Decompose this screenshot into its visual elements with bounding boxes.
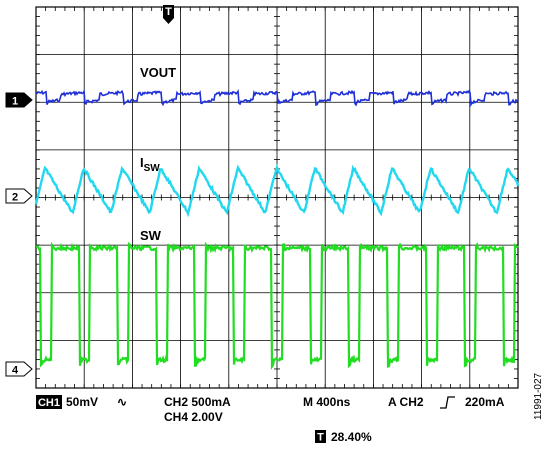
trigger-marker-letter: T	[165, 6, 172, 18]
ch2-scale: CH2 500mA	[164, 395, 231, 409]
trigger-source: A CH2	[388, 395, 424, 409]
series-label-isw: ISW	[140, 155, 160, 174]
trigger-position: 28.40%	[331, 430, 372, 444]
trigger-marker: T	[163, 5, 174, 24]
trace-isw	[34, 163, 520, 218]
trace-vout	[35, 88, 519, 108]
trigger-position-badge: T	[317, 432, 324, 444]
channel-marker-4-label: 4	[12, 365, 19, 377]
graticule	[35, 6, 519, 389]
series-label-vout: VOUT	[140, 65, 176, 80]
ch1-scale: 50mV	[66, 395, 98, 409]
trace-sw	[35, 241, 519, 370]
ch4-scale: CH4 2.00V	[164, 410, 223, 424]
ch1-badge-bg	[36, 395, 62, 409]
ch1-badge: CH1	[38, 397, 60, 409]
trigger-position-badge-bg	[315, 430, 326, 443]
channel-marker-1: 1	[5, 92, 33, 108]
channel-marker-2: 2	[5, 188, 33, 204]
series-label-sw: SW	[140, 228, 162, 243]
series-label-isw-sub: SW	[144, 163, 161, 174]
series-label-isw-main: I	[140, 155, 144, 170]
rising-edge-icon	[440, 396, 455, 409]
waveform-traces	[34, 88, 520, 370]
trigger-level: 220mA	[465, 395, 505, 409]
figure-id: 11991-027	[533, 372, 544, 420]
ch1-coupling-symbol: ∿	[117, 395, 127, 409]
channel-marker-2-label: 2	[12, 192, 18, 204]
readout-bar: CH1 50mV ∿ CH2 500mA CH4 2.00V M 400ns A…	[36, 395, 505, 444]
channel-marker-1-label: 1	[12, 96, 18, 108]
timebase: M 400ns	[303, 395, 351, 409]
channel-marker-4: 4	[5, 361, 33, 377]
